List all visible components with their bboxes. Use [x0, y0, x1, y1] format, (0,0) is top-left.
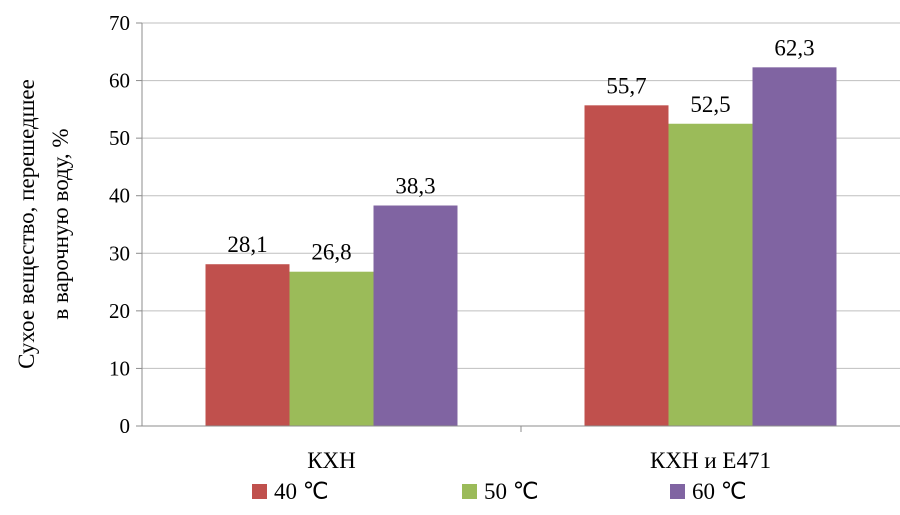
data-label: 62,3: [774, 35, 814, 60]
legend-swatch: [462, 484, 477, 499]
legend-swatch: [252, 484, 267, 499]
y-tick-label: 30: [109, 241, 130, 265]
legend-label: 60 ℃: [692, 479, 747, 504]
data-label: 28,1: [227, 232, 267, 257]
category-label: КХН: [307, 448, 356, 473]
y-tick-label: 20: [109, 299, 130, 323]
bar: [584, 105, 669, 426]
data-label: 38,3: [395, 174, 435, 199]
data-label: 52,5: [690, 92, 730, 117]
legend-swatch: [670, 484, 685, 499]
bar: [668, 123, 753, 426]
y-axis-ticks: 0 10 20 30 40 50 60 70: [109, 11, 142, 438]
bar: [289, 271, 374, 426]
data-label: 26,8: [311, 240, 351, 265]
legend-label: 50 ℃: [484, 479, 539, 504]
y-axis-title-line-2: в варочную воду, %: [48, 128, 73, 319]
y-axis-title: Сухое вещество, перешедшее в варочную во…: [14, 79, 73, 369]
legend: 40 ℃ 50 ℃ 60 ℃: [252, 479, 747, 504]
y-tick-label: 50: [109, 126, 130, 150]
y-tick-label: 70: [109, 11, 130, 35]
bar: [752, 67, 837, 426]
y-tick-label: 0: [120, 414, 131, 438]
y-axis-title-line-1: Сухое вещество, перешедшее: [14, 79, 39, 369]
data-label: 55,7: [606, 73, 646, 98]
bar: [373, 205, 458, 426]
y-tick-label: 10: [109, 356, 130, 380]
bars: [205, 67, 837, 426]
data-labels: 28,1 26,8 38,3 55,7 52,5 62,3: [227, 35, 814, 264]
category-label: КХН и Е471: [650, 448, 771, 473]
y-tick-label: 40: [109, 184, 130, 208]
y-tick-label: 60: [109, 69, 130, 93]
axes: [141, 23, 900, 432]
legend-label: 40 ℃: [274, 479, 329, 504]
bar: [205, 264, 290, 426]
category-labels: КХН КХН и Е471: [307, 448, 771, 473]
